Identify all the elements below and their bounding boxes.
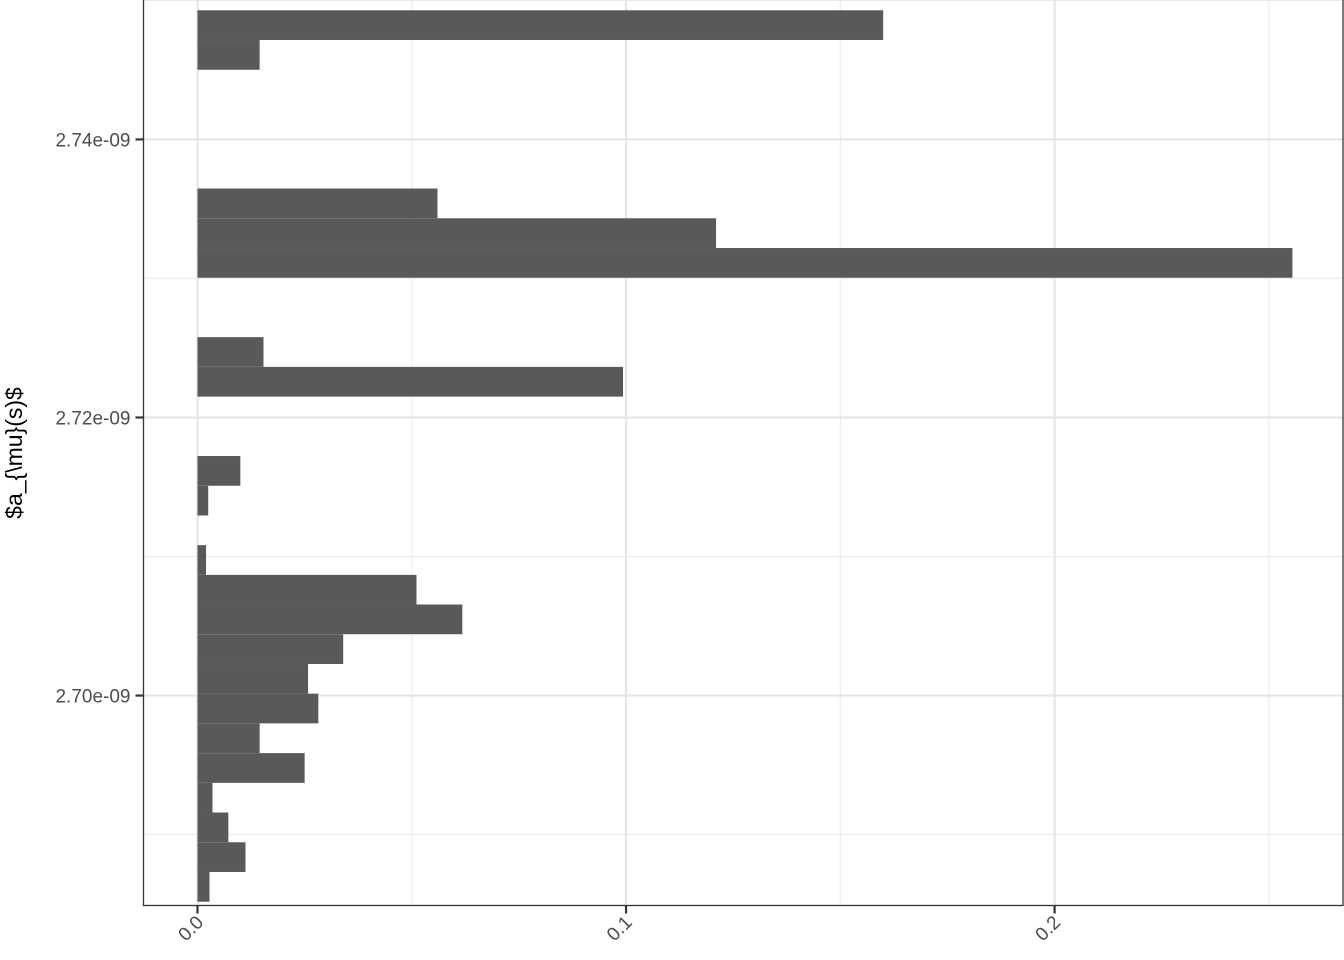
- histogram-bar: [197, 188, 438, 219]
- histogram-bar: [197, 872, 210, 902]
- y-axis-title: $a_{\mu}(s)$: [1, 387, 27, 519]
- histogram-bar: [197, 10, 884, 40]
- histogram-bar: [197, 366, 624, 397]
- y-tick-label: 2.72e-09: [55, 408, 130, 429]
- bars: [197, 10, 1293, 902]
- histogram-bar: [197, 842, 246, 872]
- histogram-bar: [197, 40, 260, 70]
- panel-background: [143, 0, 1343, 906]
- histogram-bar: [197, 337, 264, 367]
- histogram-bar: [197, 218, 717, 248]
- grid-lines: [143, 0, 1343, 906]
- histogram-bar: [197, 485, 209, 516]
- histogram-bar: [197, 456, 241, 486]
- x-tick-label: 0.1: [603, 912, 637, 946]
- histogram-bar: [197, 693, 319, 724]
- histogram-bar: [197, 248, 1293, 278]
- histogram-bar: [197, 574, 417, 605]
- histogram-bar: [197, 604, 463, 635]
- histogram-bar: [197, 782, 213, 813]
- histogram-bar: [197, 634, 344, 664]
- y-tick-label: 2.74e-09: [55, 130, 130, 151]
- y-axis: 2.70e-09 2.72e-09 2.74e-09: [55, 130, 144, 708]
- histogram-bar: [197, 753, 305, 783]
- panel-border: [142, 0, 1344, 907]
- x-tick-label: 0.2: [1032, 912, 1066, 946]
- histogram-bar: [197, 664, 309, 694]
- histogram-bar: [197, 723, 260, 754]
- histogram-bar: [197, 545, 207, 575]
- x-axis: 0.0 0.1 0.2: [174, 905, 1066, 946]
- x-tick-label: 0.0: [174, 912, 208, 946]
- y-tick-label: 2.70e-09: [55, 687, 130, 708]
- histogram-bar: [197, 812, 229, 843]
